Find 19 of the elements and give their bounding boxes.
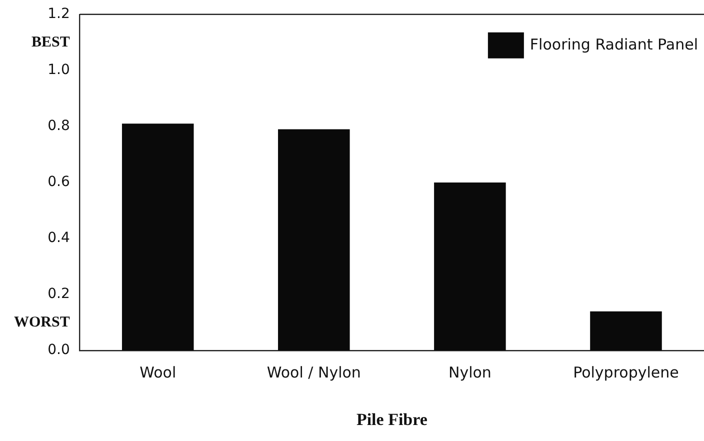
y-tick-label: 0.0 [48, 342, 70, 358]
legend-label: Flooring Radiant Panel [530, 35, 698, 54]
y-tick-label: 0.2 [48, 286, 70, 302]
x-axis-title: Pile Fibre [356, 410, 428, 430]
y-tick-label: 0.8 [48, 118, 70, 134]
x-tick-label: Wool / Nylon [266, 363, 361, 382]
x-tick-label: Polypropylene [573, 363, 679, 382]
y-tick-label: 0.4 [48, 230, 70, 246]
bar [122, 124, 194, 351]
y-tick-label: 1.0 [48, 62, 70, 78]
x-tick-label: Nylon [448, 363, 492, 382]
y-tick-label: 0.6 [48, 174, 70, 190]
bar [278, 129, 350, 351]
x-tick-label: Wool [140, 363, 176, 382]
bar [434, 182, 506, 351]
y-tick-label: BEST [31, 34, 70, 50]
bar [590, 311, 662, 351]
y-tick-label: 1.2 [48, 6, 70, 22]
y-tick-label: WORST [14, 314, 70, 330]
